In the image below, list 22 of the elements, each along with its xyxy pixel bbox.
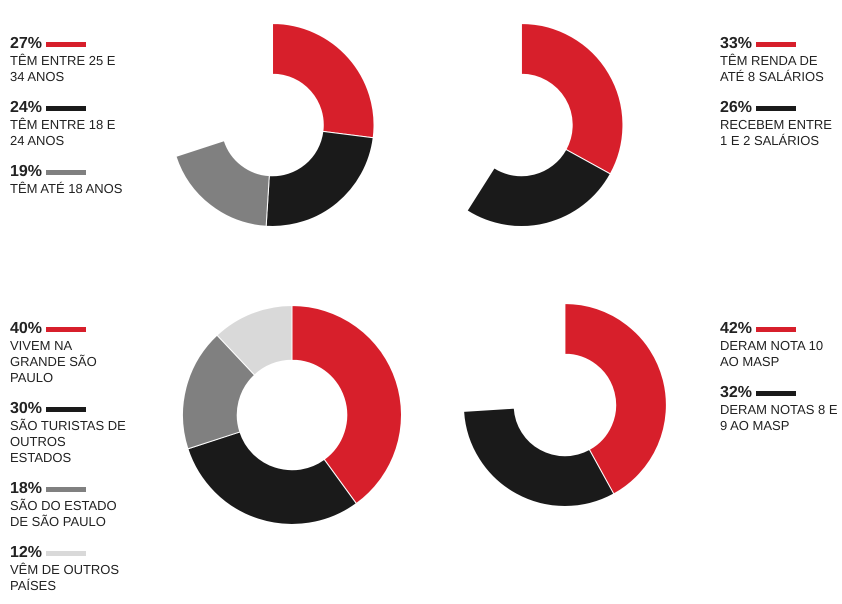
legend-label: RECEBEM ENTRE 1 E 2 SALÁRIOS [720, 117, 833, 149]
data-label: 27% [10, 35, 42, 53]
legend-label: SÃO DO ESTADO DE SÃO PAULO [10, 498, 118, 530]
legend-label: TÊM ENTRE 18 E 24 ANOS [10, 117, 116, 149]
data-label: 33% [720, 35, 752, 53]
data-label: 32% [720, 384, 752, 402]
data-label: 42% [720, 320, 752, 338]
legend-label: DERAM NOTAS 8 E 9 AO MASP [720, 402, 839, 434]
data-label: 18% [10, 480, 42, 498]
data-label: 24% [10, 99, 42, 117]
data-label: 40% [10, 320, 42, 338]
data-label: 30% [10, 400, 42, 418]
data-label: 26% [720, 99, 752, 117]
legend-label: VIVEM NA GRANDE SÃO PAULO [10, 338, 98, 386]
data-label: 12% [10, 544, 42, 562]
legend-label: VÊM DE OUTROS PAÍSES [10, 562, 120, 594]
legend-label: TÊM ATÉ 18 ANOS [10, 181, 124, 197]
legend-label: SÃO TURISTAS DE OUTROS ESTADOS [10, 418, 127, 466]
legend-label: TÊM ENTRE 25 E 34 ANOS [10, 53, 116, 85]
legend-label: DERAM NOTA 10 AO MASP [720, 338, 824, 370]
data-label: 19% [10, 163, 42, 181]
legend-label: TÊM RENDA DE ATÉ 8 SALÁRIOS [720, 53, 825, 85]
